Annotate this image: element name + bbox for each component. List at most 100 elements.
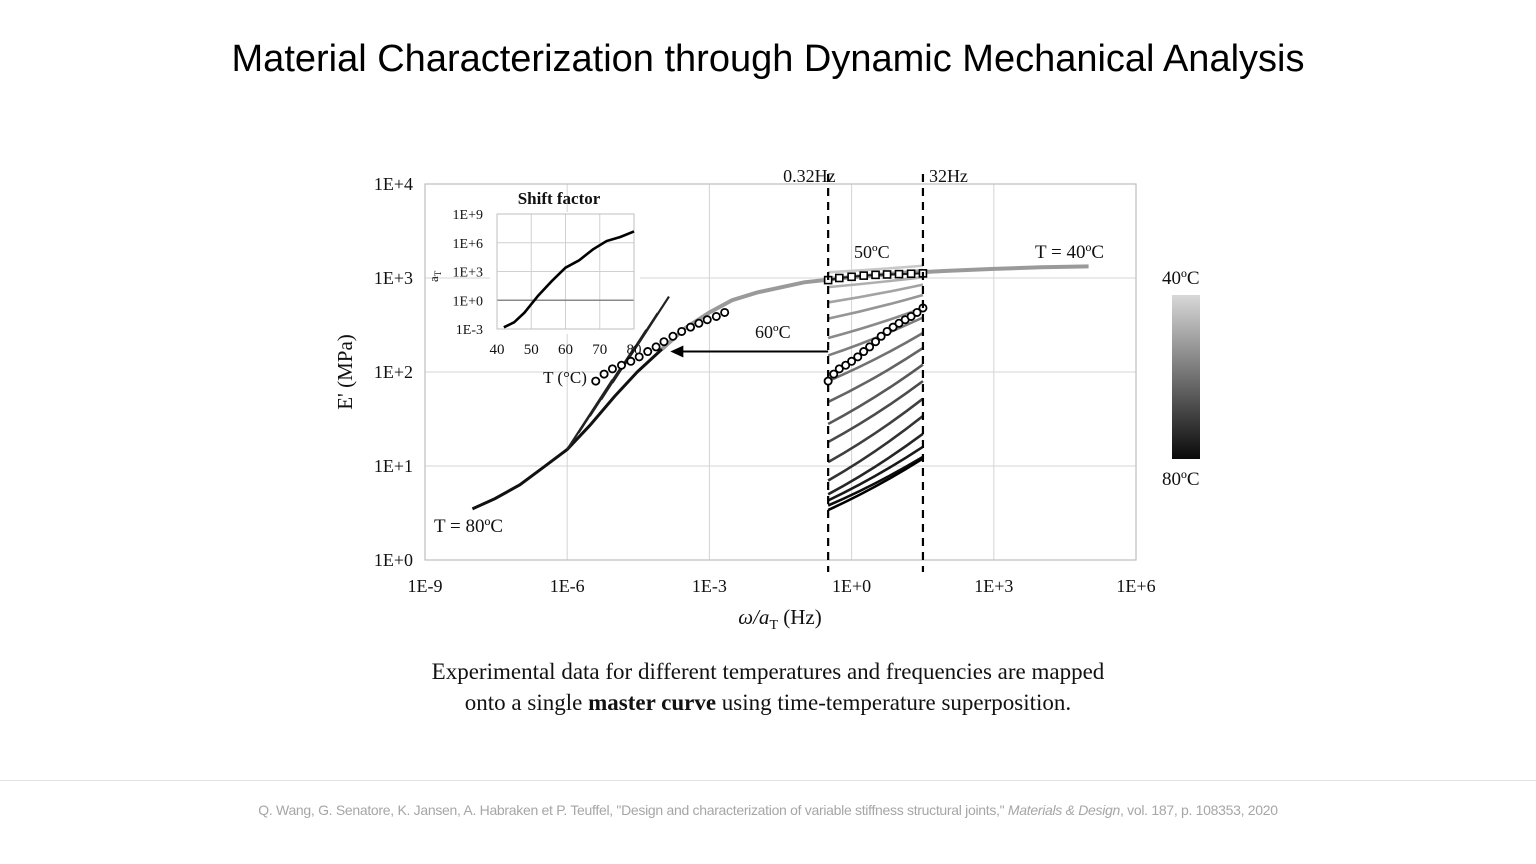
raw-curve-16 xyxy=(827,457,924,512)
colorbar-bottom-label: 80ºC xyxy=(1162,469,1200,490)
marker-60c-raw-6 xyxy=(859,347,869,357)
footer-divider xyxy=(0,780,1536,781)
inset-ylabel-sub: T xyxy=(433,270,443,276)
y-tick-label-3: 1E+3 xyxy=(374,268,413,288)
inset-title: Shift factor xyxy=(518,189,601,208)
annotation-t40: T = 40ºC xyxy=(1035,242,1104,263)
shift-arrow-head xyxy=(670,345,684,358)
temperature-colorbar xyxy=(1172,295,1200,459)
marker-60c-shifted-3 xyxy=(617,360,627,370)
inset-tick-labels: 40 50 60 70 80 1E-3 1E+0 1E+3 1E+6 1E+9 xyxy=(453,208,642,358)
y-tick-label-4: 1E+4 xyxy=(374,174,413,194)
marker-60c-shifted-8 xyxy=(659,337,669,347)
marker-60c-shifted-12 xyxy=(694,318,704,328)
raw-curve-14 xyxy=(827,445,924,502)
slide-title: Material Characterization through Dynami… xyxy=(231,38,1305,80)
marker-60c-raw-2 xyxy=(834,364,844,374)
marker-50c-1 xyxy=(834,273,844,283)
citation-prefix: Q. Wang, G. Senatore, K. Jansen, A. Habr… xyxy=(258,802,1008,818)
frequency-label-1: 32Hz xyxy=(929,166,968,186)
marker-60c-raw-9 xyxy=(876,331,886,341)
x-tick-label-3: 1E+0 xyxy=(832,576,871,596)
raw-curves xyxy=(827,264,924,512)
marker-60c-shifted-2 xyxy=(607,364,617,374)
inset-y-tick-4: 1E+9 xyxy=(453,208,483,223)
xlabel-unit: (Hz) xyxy=(778,605,822,629)
marker-60c-shifted-6 xyxy=(643,347,653,357)
marker-60c-raw-3 xyxy=(841,360,851,370)
main-x-axis-label: ω/aT (Hz) xyxy=(738,605,821,633)
marker-50c-5 xyxy=(882,270,892,279)
x-tick-label-2: 1E-3 xyxy=(692,576,727,596)
inset-y-tick-0: 1E-3 xyxy=(456,323,483,338)
raw-curve-2 xyxy=(828,275,924,289)
raw-curve-11 xyxy=(827,397,924,464)
caption-line-2-end: using time-temperature superposition. xyxy=(716,690,1072,715)
marker-60c-shifted-11 xyxy=(686,322,696,332)
shift-arrow-group xyxy=(670,345,829,358)
marker-60c-raw-15 xyxy=(912,307,922,317)
marker-50c-4 xyxy=(871,270,880,280)
arrow-label-60c: 60ºC xyxy=(755,322,791,342)
marker-60c-shifted-4 xyxy=(626,356,636,366)
marker-60c-shifted-15 xyxy=(720,307,730,317)
xlabel-sub: T xyxy=(769,618,778,633)
marker-60c-raw-10 xyxy=(882,326,892,336)
x-tick-label-0: 1E-9 xyxy=(408,576,443,596)
x-tick-label-5: 1E+6 xyxy=(1116,576,1155,596)
citation-suffix: , vol. 187, p. 108353, 2020 xyxy=(1120,802,1278,818)
marker-60c-shifted-7 xyxy=(651,342,661,352)
marker-60c-raw-5 xyxy=(853,352,863,362)
caption-line-2-start: onto a single xyxy=(464,690,589,715)
inset-x-tick-3: 70 xyxy=(592,342,607,358)
marker-60c-shifted-0 xyxy=(591,376,601,386)
x-tick-label-1: 1E-6 xyxy=(550,576,585,596)
raw-curve-0 xyxy=(828,264,924,274)
marker-50c-2 xyxy=(847,272,856,282)
marker-60c-raw-8 xyxy=(871,337,881,347)
marker-60c-raw-14 xyxy=(906,311,916,321)
inset-x-tick-2: 60 xyxy=(558,342,573,358)
y-tick-label-0: 1E+0 xyxy=(374,550,413,570)
inset-x-axis-label: T (°C) xyxy=(543,368,587,387)
marker-60c-raw-7 xyxy=(865,342,875,352)
inset-ylabel-main: a xyxy=(426,276,441,282)
figure-caption: Experimental data for different temperat… xyxy=(318,656,1218,718)
raw-curve-3 xyxy=(827,283,924,304)
marker-60c-shifted-14 xyxy=(711,311,721,321)
raw-curve-12 xyxy=(827,415,924,482)
marker-60c-shifted-1 xyxy=(599,369,609,379)
raw-curve-4 xyxy=(827,293,924,320)
inset-x-tick-1: 50 xyxy=(524,342,539,358)
main-plot-frame xyxy=(424,183,1137,561)
marker-60c-shifted-13 xyxy=(702,315,712,325)
annotation-t80: T = 80ºC xyxy=(434,516,503,537)
y-tick-label-2: 1E+2 xyxy=(374,362,413,382)
inset-y-tick-2: 1E+3 xyxy=(453,266,483,281)
raw-curve-9 xyxy=(827,363,924,426)
marker-60c-raw-4 xyxy=(847,356,857,366)
inset-y-axis-label: aT xyxy=(426,270,443,282)
raw-curve-13 xyxy=(827,432,924,496)
marker-60c-raw-11 xyxy=(888,322,898,332)
caption-bold-term: master curve xyxy=(588,690,717,715)
frequency-lines: 0.32Hz 32Hz xyxy=(783,166,968,572)
inset-x-tick-4: 80 xyxy=(627,342,642,358)
main-y-axis-label: E' (MPa) xyxy=(333,334,357,410)
inset-y-tick-3: 1E+6 xyxy=(453,237,483,252)
xlabel-omega: ω/a xyxy=(738,605,769,629)
inset-x-tick-0: 40 xyxy=(490,342,505,358)
marker-60c-raw-1 xyxy=(829,369,839,379)
marker-60c-shifted-5 xyxy=(634,352,644,362)
main-tick-labels: 1E-9 1E-6 1E-3 1E+0 1E+3 1E+6 1E+0 1E+1 1E+2 1E+3… xyxy=(374,174,1156,596)
annotation-50c: 50ºC xyxy=(854,242,890,262)
marker-60c-raw-0 xyxy=(823,376,833,386)
citation: Q. Wang, G. Senatore, K. Jansen, A. Habr… xyxy=(0,802,1536,818)
inset-plot-frame xyxy=(496,213,635,330)
marker-50c-7 xyxy=(906,269,916,279)
marker-60c-shifted-10 xyxy=(677,326,687,336)
shifted-segment-5 xyxy=(622,295,670,367)
frequency-label-0: 0.32Hz xyxy=(783,166,836,186)
raw-curve-15 xyxy=(827,455,924,507)
master-curve-figure: 1E-9 1E-6 1E-3 1E+0 1E+3 1E+6 1E+0 1E+1 1E+2 1E+3… xyxy=(333,166,1200,633)
